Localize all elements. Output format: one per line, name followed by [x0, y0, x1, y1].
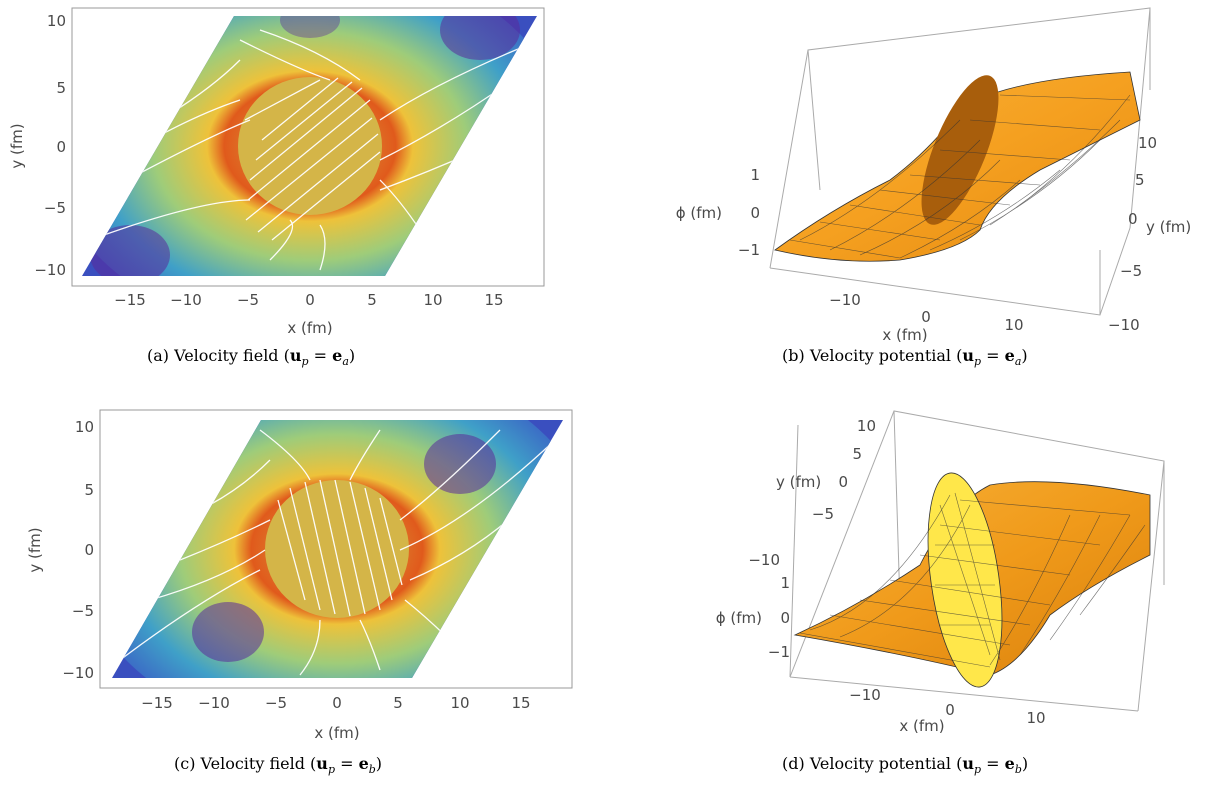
panel-a-xtick: 5: [367, 291, 377, 309]
panel-b-ztick: 1: [750, 166, 760, 184]
panel-c-xtick: −10: [198, 694, 230, 712]
panel-d-ylabel: y (fm): [776, 473, 821, 491]
panel-c-ytick: 0: [84, 541, 94, 559]
panel-a-ytick: −10: [34, 261, 66, 279]
panel-a-x-ticks: −15 −10 −5 0 5 10 15: [114, 291, 503, 309]
panel-d-xlabel: x (fm): [899, 717, 944, 735]
panel-c-ytick: 10: [75, 418, 94, 436]
panel-a-xtick: −15: [114, 291, 146, 309]
panel-a-velocity-field: −15 −10 −5 0 5 10 15 10 5 0 −5 −10 x (fm…: [0, 0, 560, 345]
caption-c: (c) Velocity field (up = eb): [174, 754, 382, 776]
panel-b-ylabel: y (fm): [1146, 218, 1191, 236]
panel-b-xtick: 0: [921, 308, 931, 326]
panel-b-plot: 1 0 −1 ϕ (fm) −10 0 10 x (fm) 10 5 0 −5 …: [660, 0, 1208, 345]
panel-b-xtick: −10: [829, 291, 861, 309]
caption-d: (d) Velocity potential (up = eb): [782, 754, 1028, 776]
panel-c-xtick: 0: [332, 694, 342, 712]
panel-a-ytick: −5: [44, 199, 66, 217]
panel-d-plot: 10 5 0 −5 −10 y (fm) 1 0 −1 ϕ (fm) −10 0…: [690, 405, 1208, 750]
panel-a-xtick: 10: [423, 291, 442, 309]
panel-d-xtick: 10: [1026, 709, 1045, 727]
panel-b-ztick: 0: [750, 204, 760, 222]
panel-d-xtick: −10: [849, 686, 881, 704]
panel-a-xtick: 15: [484, 291, 503, 309]
panel-b-ytick: 5: [1135, 171, 1145, 189]
panel-d-ytick: 10: [857, 417, 876, 435]
panel-a-disk: [238, 77, 382, 215]
panel-c-ytick: −5: [72, 602, 94, 620]
panel-d-ytick: 5: [852, 445, 862, 463]
panel-d-ytick: −5: [812, 505, 834, 523]
panel-c-xlabel: x (fm): [314, 724, 359, 742]
panel-c-xtick: 15: [511, 694, 530, 712]
caption-b: (b) Velocity potential (up = ea): [782, 346, 1028, 368]
panel-a-xtick: −5: [237, 291, 259, 309]
panel-a-ytick: 10: [47, 12, 66, 30]
panel-c-xtick: −15: [141, 694, 173, 712]
caption-a: (a) Velocity field (up = ea): [147, 346, 355, 368]
panel-d-xtick: 0: [945, 701, 955, 719]
panel-a-ytick: 5: [56, 79, 66, 97]
panel-d-velocity-potential: 10 5 0 −5 −10 y (fm) 1 0 −1 ϕ (fm) −10 0…: [690, 405, 1208, 750]
panel-d-ztick: 1: [780, 574, 790, 592]
panel-b-xtick: 10: [1004, 316, 1023, 334]
panel-c-y-ticks: 10 5 0 −5 −10: [62, 418, 94, 682]
panel-a-ylabel: y (fm): [8, 123, 26, 168]
panel-a-plot: −15 −10 −5 0 5 10 15 10 5 0 −5 −10 x (fm…: [0, 0, 560, 345]
panel-c-ytick: 5: [84, 481, 94, 499]
panel-c-disk: [265, 480, 409, 618]
panel-b-ytick: −10: [1108, 316, 1140, 334]
panel-a-y-ticks: 10 5 0 −5 −10: [34, 12, 66, 279]
panel-c-ytick: −10: [62, 664, 94, 682]
panel-d-ztick: 0: [780, 609, 790, 627]
panel-c-x-ticks: −15 −10 −5 0 5 10 15: [141, 694, 530, 712]
panel-a-xlabel: x (fm): [287, 319, 332, 337]
panel-d-ztick: −1: [768, 643, 790, 661]
panel-c-velocity-field: −15 −10 −5 0 5 10 15 10 5 0 −5 −10 x (fm…: [0, 400, 580, 750]
panel-a-xtick: 0: [305, 291, 315, 309]
panel-c-xtick: 5: [393, 694, 403, 712]
panel-d-zlabel: ϕ (fm): [716, 609, 762, 627]
panel-d-ytick: 0: [838, 473, 848, 491]
panel-b-ytick: 10: [1138, 134, 1157, 152]
panel-a-xtick: −10: [170, 291, 202, 309]
panel-a-ytick: 0: [56, 138, 66, 156]
panel-d-ytick: −10: [748, 551, 780, 569]
panel-b-ytick: −5: [1120, 262, 1142, 280]
panel-b-ztick: −1: [738, 241, 760, 259]
panel-b-ytick: 0: [1128, 210, 1138, 228]
panel-c-plot: −15 −10 −5 0 5 10 15 10 5 0 −5 −10 x (fm…: [0, 400, 580, 750]
panel-c-ylabel: y (fm): [26, 527, 44, 572]
panel-b-zlabel: ϕ (fm): [676, 204, 722, 222]
panel-c-xtick: 10: [450, 694, 469, 712]
panel-b-xlabel: x (fm): [882, 326, 927, 344]
panel-b-velocity-potential: 1 0 −1 ϕ (fm) −10 0 10 x (fm) 10 5 0 −5 …: [660, 0, 1208, 345]
panel-c-xtick: −5: [265, 694, 287, 712]
